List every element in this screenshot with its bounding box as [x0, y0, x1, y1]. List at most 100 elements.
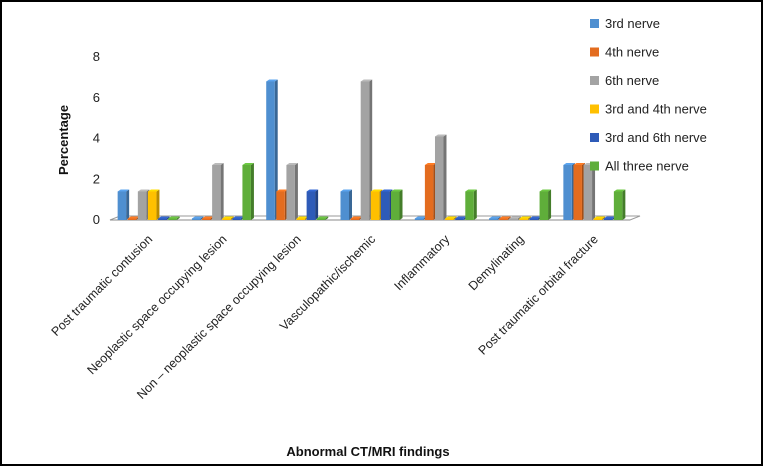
bar: [350, 218, 360, 220]
legend-swatch: [590, 47, 599, 57]
bar: [212, 164, 221, 220]
bar: [286, 164, 295, 220]
bar: [202, 218, 211, 220]
bar-top: [370, 189, 383, 192]
bar-side: [473, 189, 477, 220]
bar: [191, 218, 201, 220]
bar-side: [443, 134, 447, 220]
bar-side: [294, 162, 298, 220]
bar-side: [548, 189, 552, 220]
bar: [539, 191, 549, 220]
bar-top: [212, 162, 224, 165]
bar: [434, 136, 444, 220]
bar: [613, 191, 623, 220]
legend-label: 3rd and 4th nerve: [605, 102, 707, 117]
bar-side: [315, 189, 319, 220]
bar: [391, 191, 400, 220]
bar-top: [286, 162, 298, 165]
bar-side: [622, 189, 626, 220]
bar: [296, 218, 306, 220]
legend-swatch: [590, 133, 599, 142]
bar-top: [465, 189, 477, 192]
bar: [360, 81, 370, 220]
legend-swatch: [590, 104, 599, 114]
bar-top: [424, 162, 437, 165]
legend-label: All three nerve: [605, 159, 689, 174]
bar: [242, 164, 251, 220]
bar-top: [306, 189, 319, 192]
bar-side: [156, 189, 160, 220]
legend-swatch: [590, 161, 599, 171]
bar-top: [158, 216, 170, 219]
bar: [573, 164, 582, 220]
legend-swatch: [590, 76, 599, 85]
bar: [266, 81, 275, 220]
bar: [465, 191, 474, 220]
bar: [232, 218, 241, 220]
bar-top: [445, 216, 457, 219]
bar: [222, 218, 231, 220]
bar-top: [519, 216, 531, 219]
bar: [137, 191, 147, 220]
bar: [316, 218, 326, 220]
bar-top: [573, 162, 585, 165]
bar: [370, 191, 380, 220]
bar-top: [529, 216, 541, 219]
bar: [340, 191, 349, 220]
bar: [603, 218, 613, 220]
bar-top: [222, 216, 234, 219]
bar-top: [137, 189, 150, 192]
x-category-label: Demylinating: [466, 232, 527, 293]
bar: [499, 218, 508, 220]
bar: [455, 218, 464, 220]
bar-top: [593, 216, 606, 219]
legend-label: 3rd and 6th nerve: [605, 130, 707, 145]
bar-side: [126, 189, 130, 220]
bar-side: [497, 216, 501, 220]
bar: [306, 191, 316, 220]
bar-top: [127, 216, 140, 219]
bar-side: [325, 216, 329, 220]
bar: [593, 218, 603, 220]
bar-side: [592, 162, 596, 220]
bar-top: [391, 189, 403, 192]
bar: [563, 164, 572, 220]
bar-top: [613, 189, 626, 192]
bar-side: [517, 216, 521, 220]
bar-top: [455, 216, 467, 219]
x-category-label: Inflammatory: [391, 232, 453, 294]
y-axis-title: Percentage: [56, 105, 71, 175]
bar-side: [274, 79, 278, 220]
bar: [529, 218, 538, 220]
bar: [424, 164, 434, 220]
y-tick-label: 2: [93, 171, 100, 186]
bar-top: [316, 216, 329, 219]
bar: [380, 191, 390, 220]
bar-side: [200, 216, 204, 220]
bar-top: [232, 216, 244, 219]
bar-side: [602, 216, 606, 220]
legend-label: 3rd nerve: [605, 16, 660, 31]
bar-top: [147, 189, 160, 192]
bar-side: [230, 216, 234, 220]
bar-side: [399, 189, 403, 220]
bar: [127, 218, 137, 220]
bar-top: [509, 216, 521, 219]
bar-top: [489, 216, 501, 219]
bar: [414, 218, 424, 220]
bar-side: [453, 216, 457, 220]
bar: [168, 218, 177, 220]
bar: [489, 218, 498, 220]
y-tick-label: 8: [93, 49, 100, 64]
bar-top: [340, 189, 352, 192]
bar-top: [202, 216, 214, 219]
y-tick-label: 4: [93, 131, 100, 146]
bar-top: [414, 216, 427, 219]
bar-top: [168, 216, 180, 219]
bar-top: [191, 216, 204, 219]
legend-label: 6th nerve: [605, 73, 659, 88]
legend-swatch: [590, 19, 599, 28]
bar: [158, 218, 167, 220]
bar-side: [220, 162, 224, 220]
